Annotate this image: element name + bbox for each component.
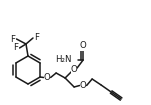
Text: O: O bbox=[44, 74, 50, 83]
Text: O: O bbox=[80, 81, 87, 89]
Text: F: F bbox=[13, 43, 19, 52]
Text: H₂N: H₂N bbox=[56, 56, 72, 64]
Text: F: F bbox=[34, 33, 40, 43]
Text: F: F bbox=[11, 35, 16, 43]
Text: O: O bbox=[80, 41, 87, 51]
Text: O: O bbox=[71, 64, 77, 74]
